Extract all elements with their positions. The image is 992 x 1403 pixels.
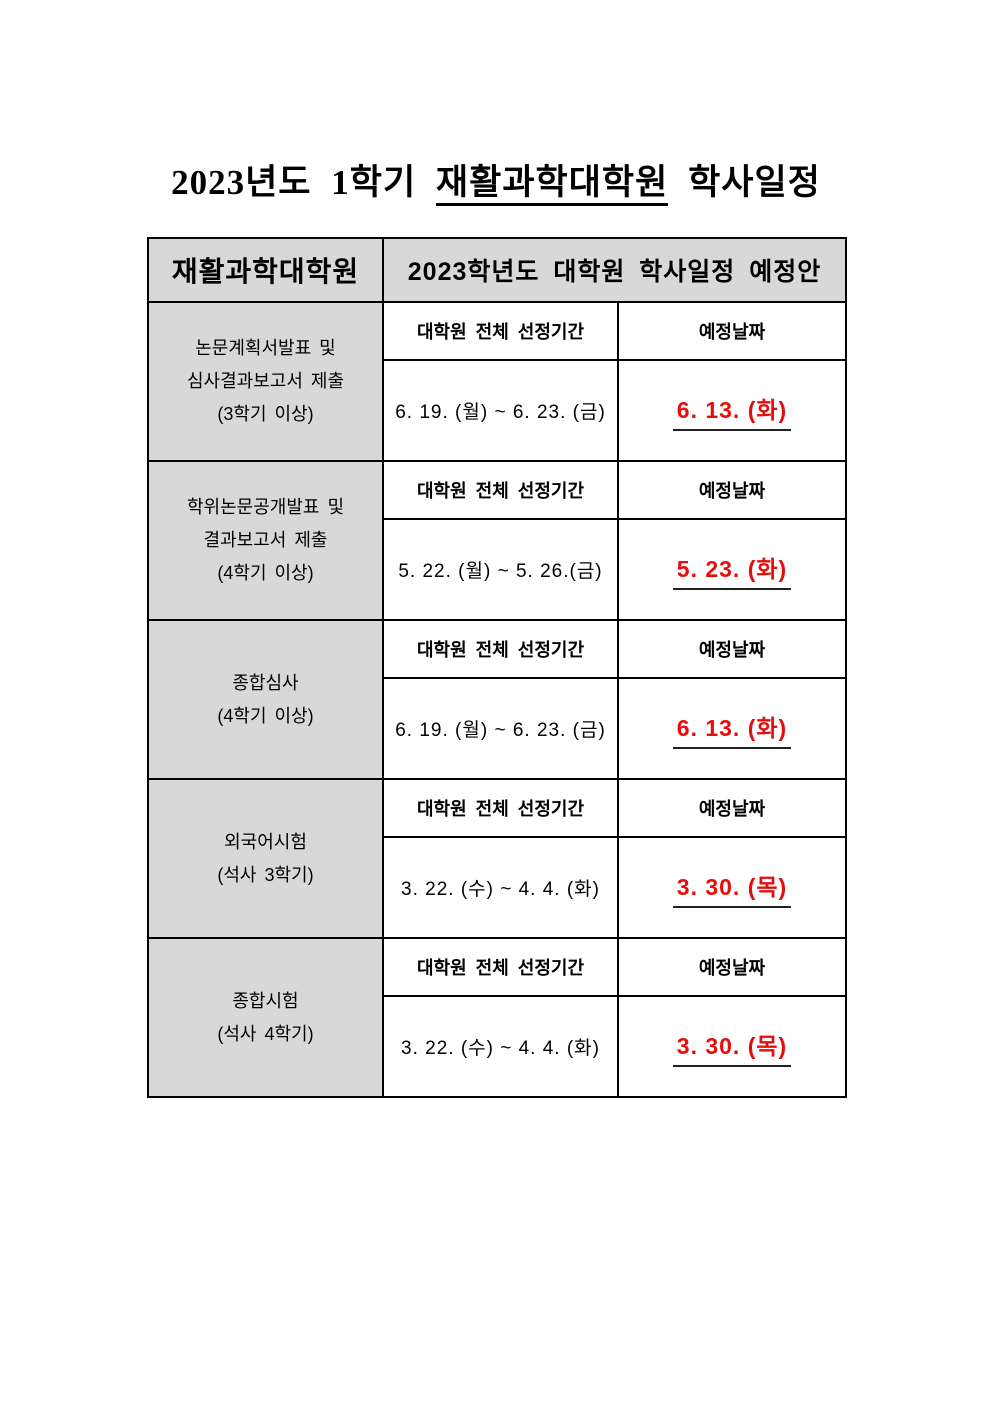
category-cell-comprehensive-exam: 종합시험 (석사 4학기) — [147, 937, 384, 1098]
category-cell-comprehensive-review: 종합심사 (4학기 이상) — [147, 619, 384, 780]
highlighted-date: 5. 23. (화) — [672, 550, 792, 590]
period-value-cell: 3. 22. (수) ~ 4. 4. (화) — [382, 836, 619, 939]
scheduled-date-cell: 5. 23. (화) — [617, 518, 847, 621]
table-row: 5. 22. (월) ~ 5. 26.(금) 5. 23. (화) — [148, 518, 847, 621]
scheduled-date-cell: 6. 13. (화) — [617, 677, 847, 780]
table-row: 외국어시험 (석사 3학기) 대학원 전체 선정기간 예정날짜 — [147, 778, 847, 939]
title-underlined-school-name: 재활과학대학원 — [435, 163, 669, 206]
table-row: 종합시험 (석사 4학기) 대학원 전체 선정기간 예정날짜 — [147, 937, 847, 1098]
date-label-cell: 예정날짜 — [617, 619, 847, 679]
period-value-cell: 5. 22. (월) ~ 5. 26.(금) — [382, 518, 619, 621]
table-row: 3. 22. (수) ~ 4. 4. (화) 3. 30. (목) — [148, 836, 847, 939]
title-suffix: 학사일정 — [688, 163, 821, 202]
table-row: 학위논문공개발표 및 결과보고서 제출 (4학기 이상) 대학원 전체 선정기간… — [147, 460, 847, 621]
header-schedule-plan-title: 2023학년도 대학원 학사일정 예정안 — [382, 237, 847, 303]
period-label-cell: 대학원 전체 선정기간 — [382, 619, 619, 679]
scheduled-date-cell: 3. 30. (목) — [617, 995, 847, 1098]
date-label-cell: 예정날짜 — [617, 460, 847, 520]
table-header-row: 재활과학대학원 2023학년도 대학원 학사일정 예정안 — [147, 237, 847, 303]
period-value-cell: 6. 19. (월) ~ 6. 23. (금) — [382, 677, 619, 780]
scheduled-date-cell: 3. 30. (목) — [617, 836, 847, 939]
header-school-name: 재활과학대학원 — [147, 237, 384, 303]
period-value-cell: 3. 22. (수) ~ 4. 4. (화) — [382, 995, 619, 1098]
category-cell-thesis-proposal: 논문계획서발표 및 심사결과보고서 제출 (3학기 이상) — [147, 301, 384, 462]
category-cell-thesis-presentation: 학위논문공개발표 및 결과보고서 제출 (4학기 이상) — [147, 460, 384, 621]
scheduled-date-cell: 6. 13. (화) — [617, 359, 847, 462]
table-row: 종합심사 (4학기 이상) 대학원 전체 선정기간 예정날짜 — [147, 619, 847, 780]
period-label-cell: 대학원 전체 선정기간 — [382, 460, 619, 520]
highlighted-date: 6. 13. (화) — [672, 709, 792, 749]
table-row: 6. 19. (월) ~ 6. 23. (금) 6. 13. (화) — [148, 359, 847, 462]
period-label-cell: 대학원 전체 선정기간 — [382, 778, 619, 838]
category-cell-foreign-language-exam: 외국어시험 (석사 3학기) — [147, 778, 384, 939]
period-value-cell: 6. 19. (월) ~ 6. 23. (금) — [382, 359, 619, 462]
highlighted-date: 3. 30. (목) — [672, 868, 792, 908]
period-label-cell: 대학원 전체 선정기간 — [382, 937, 619, 997]
page-title: 2023년도 1학기 재활과학대학원 학사일정 — [0, 154, 992, 206]
table-row: 3. 22. (수) ~ 4. 4. (화) 3. 30. (목) — [148, 995, 847, 1098]
highlighted-date: 6. 13. (화) — [672, 391, 792, 431]
schedule-table: 재활과학대학원 2023학년도 대학원 학사일정 예정안 논문계획서발표 및 심… — [147, 237, 847, 1098]
table-row: 논문계획서발표 및 심사결과보고서 제출 (3학기 이상) 대학원 전체 선정기… — [147, 301, 847, 462]
title-prefix: 2023년도 1학기 — [171, 163, 417, 202]
date-label-cell: 예정날짜 — [617, 301, 847, 361]
date-label-cell: 예정날짜 — [617, 778, 847, 838]
table-row: 6. 19. (월) ~ 6. 23. (금) 6. 13. (화) — [148, 677, 847, 780]
date-label-cell: 예정날짜 — [617, 937, 847, 997]
highlighted-date: 3. 30. (목) — [672, 1027, 792, 1067]
period-label-cell: 대학원 전체 선정기간 — [382, 301, 619, 361]
